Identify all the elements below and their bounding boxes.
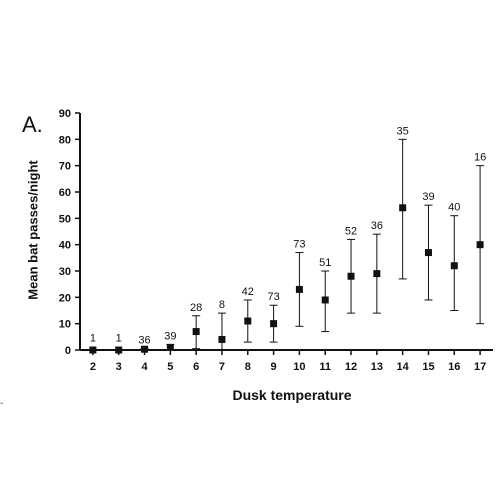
x-tick-label: 6 [193, 361, 199, 373]
x-tick-label: 8 [245, 361, 251, 373]
sample-size-label: 36 [371, 220, 383, 232]
y-tick-label: 50 [59, 213, 71, 225]
data-point [192, 328, 200, 336]
y-axis-title: Mean bat passes/night [25, 160, 41, 300]
sample-size-label: 73 [267, 291, 279, 303]
data-point [244, 317, 252, 325]
x-tick-label: 4 [141, 361, 148, 373]
sample-size-label: 36 [138, 334, 150, 346]
y-tick-label: 80 [59, 134, 71, 146]
sample-size-label: 8 [219, 299, 225, 311]
data-point [89, 346, 97, 354]
y-tick-label: 0 [65, 345, 71, 357]
data-point [347, 272, 355, 280]
x-tick-label: 2 [90, 361, 96, 373]
x-tick-label: 17 [474, 361, 486, 373]
x-tick-label: 11 [319, 361, 331, 373]
sample-size-label: 28 [190, 302, 202, 314]
data-point [399, 204, 407, 212]
data-point [218, 335, 226, 343]
sample-size-label: 39 [422, 191, 434, 203]
sample-size-label: 39 [164, 331, 176, 343]
data-point [424, 249, 432, 257]
x-tick-label: 3 [116, 361, 122, 373]
x-tick-label: 14 [397, 361, 410, 373]
y-tick-label: 90 [59, 108, 71, 120]
sample-size-label: 16 [474, 152, 486, 164]
sample-size-label: 40 [448, 202, 460, 214]
sample-size-label: 73 [293, 239, 305, 251]
data-point [373, 270, 381, 278]
x-tick-label: 16 [448, 361, 460, 373]
corner-mark: - [0, 398, 4, 409]
x-axis-title: Dusk temperature [232, 387, 352, 403]
panel-label: A. [22, 112, 43, 137]
y-tick-label: 10 [59, 319, 71, 331]
y-tick-label: 20 [59, 292, 71, 304]
data-point [115, 346, 123, 354]
sample-size-label: 35 [397, 125, 409, 137]
y-tick-label: 30 [59, 266, 71, 278]
data-point [270, 320, 278, 328]
x-tick-label: 13 [371, 361, 383, 373]
y-tick-label: 60 [59, 187, 71, 199]
x-tick-label: 15 [422, 361, 434, 373]
x-tick-label: 12 [345, 361, 357, 373]
sample-size-label: 42 [242, 286, 254, 298]
x-tick-label: 9 [271, 361, 277, 373]
sample-size-label: 52 [345, 225, 357, 237]
sample-size-label: 1 [90, 333, 96, 345]
x-tick-label: 10 [293, 361, 305, 373]
x-tick-label: 5 [167, 361, 173, 373]
sample-size-label: 51 [319, 257, 331, 269]
x-tick-label: 7 [219, 361, 225, 373]
data-point [166, 343, 174, 351]
sample-size-label: 1 [116, 333, 122, 345]
y-tick-label: 70 [59, 161, 71, 173]
data-point [141, 345, 149, 353]
data-point [450, 262, 458, 270]
y-tick-label: 40 [59, 240, 71, 252]
data-point [295, 285, 303, 293]
data-point [321, 296, 329, 304]
data-point [476, 241, 484, 249]
